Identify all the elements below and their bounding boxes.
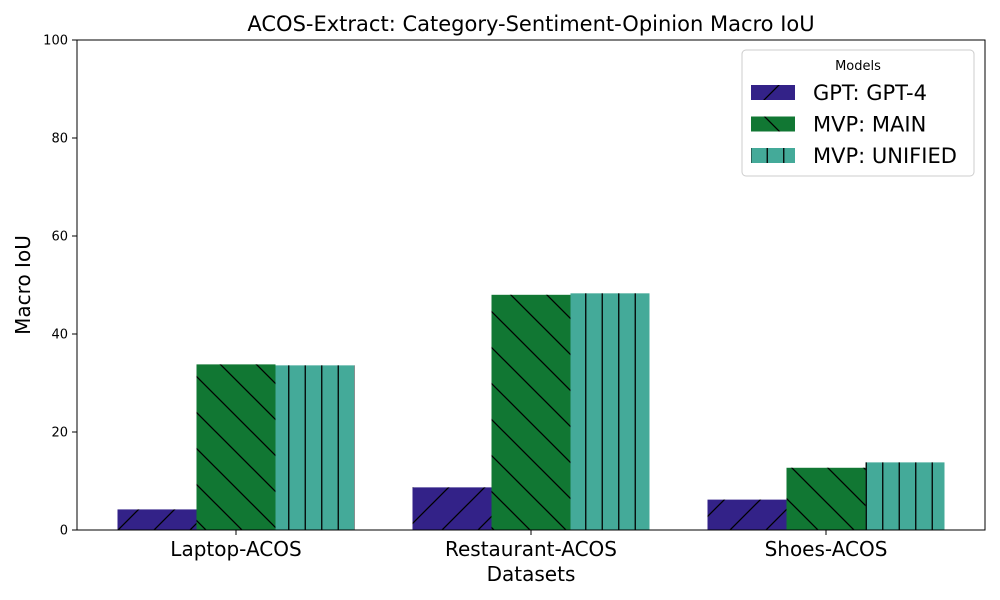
x-tick-label-laptop-acos: Laptop-ACOS — [170, 537, 301, 561]
bar-hatch — [196, 364, 276, 530]
legend-label: GPT: GPT-4 — [813, 81, 927, 105]
x-axis: Laptop-ACOS Restaurant-ACOS Shoes-ACOS — [170, 530, 887, 561]
legend-label: MVP: MAIN — [813, 113, 926, 137]
legend-label: MVP: UNIFIED — [813, 144, 957, 168]
legend-item-mvp-unified: MVP: UNIFIED — [751, 144, 957, 168]
legend-item-gpt-gpt-4: GPT: GPT-4 — [751, 81, 927, 105]
y-tick-label: 80 — [51, 132, 68, 147]
y-tick-label: 20 — [51, 426, 68, 441]
bar-mvp-main-laptop-acos — [196, 364, 276, 530]
bar-mvp-main-restaurant-acos — [491, 294, 571, 530]
bar-gpt-gpt-4-laptop-acos — [117, 509, 197, 530]
legend-item-mvp-main: MVP: MAIN — [751, 113, 926, 137]
bar-hatch — [570, 293, 650, 530]
legend-title: Models — [835, 59, 881, 74]
y-tick-label: 60 — [51, 230, 68, 245]
y-axis: 0 20 40 60 80 100 — [43, 34, 77, 539]
bar-mvp-main-shoes-acos — [786, 467, 866, 530]
bar-mvp-unified-restaurant-acos — [570, 293, 650, 530]
legend-swatch-hatch — [751, 148, 795, 163]
bar-hatch — [117, 509, 197, 530]
legend-box — [741, 49, 975, 177]
bar-mvp-unified-shoes-acos — [865, 462, 945, 530]
y-tick-label: 40 — [51, 328, 68, 343]
y-axis-label: Macro IoU — [11, 235, 35, 335]
x-tick-label-shoes-acos: Shoes-ACOS — [765, 537, 888, 561]
x-tick-label-restaurant-acos: Restaurant-ACOS — [445, 537, 617, 561]
y-tick-label: 100 — [43, 34, 68, 49]
bar-hatch — [412, 487, 492, 530]
bar-hatch — [707, 499, 787, 530]
legend: Models GPT: GPT-4 MVP: MAIN MVP: UNIFIED — [741, 49, 975, 177]
bar-hatch — [786, 467, 866, 530]
bar-gpt-gpt-4-restaurant-acos — [412, 487, 492, 530]
y-tick-label: 0 — [60, 524, 68, 539]
bar-hatch — [865, 462, 945, 530]
bar-hatch — [275, 365, 355, 530]
bar-hatch — [491, 294, 571, 530]
bar-mvp-unified-laptop-acos — [275, 365, 355, 530]
legend-swatch-hatch — [751, 85, 795, 100]
bars-group — [117, 293, 945, 530]
bar-gpt-gpt-4-shoes-acos — [707, 499, 787, 530]
legend-swatch-hatch — [751, 116, 795, 132]
x-axis-label: Datasets — [487, 562, 576, 586]
chart-title: ACOS-Extract: Category-Sentiment-Opinion… — [247, 12, 814, 36]
